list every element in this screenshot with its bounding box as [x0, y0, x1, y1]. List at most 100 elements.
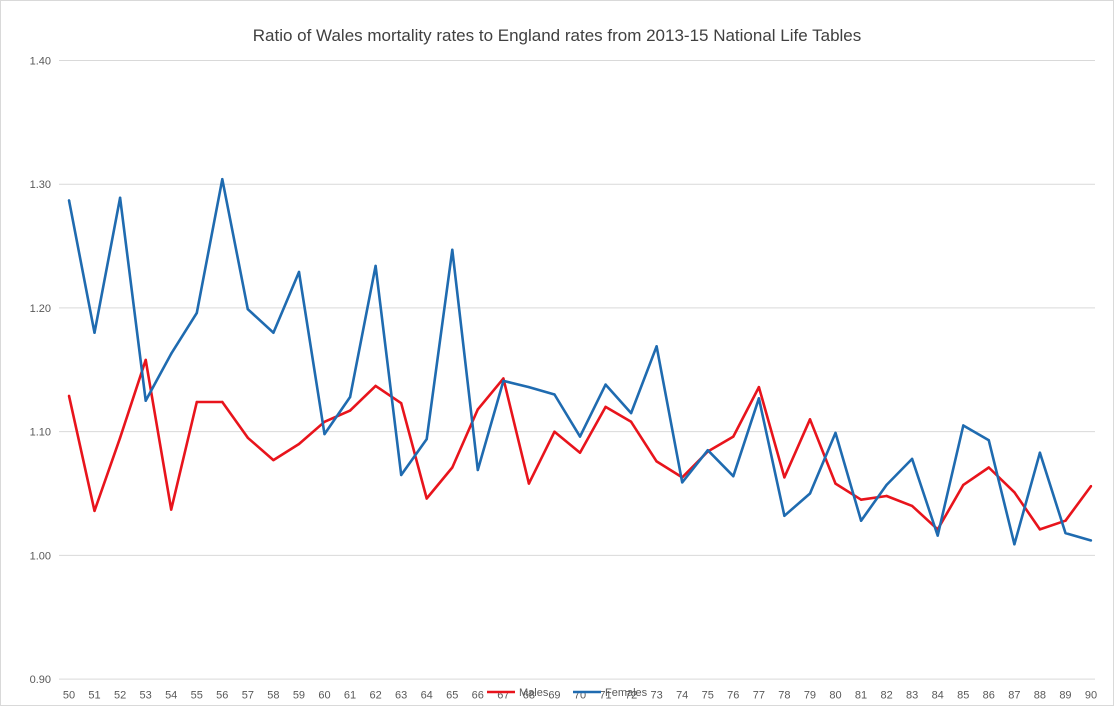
- x-tick-label: 59: [293, 690, 305, 702]
- data-point-females: [936, 534, 939, 537]
- data-point-females: [1064, 531, 1067, 535]
- data-point-females: [374, 264, 377, 268]
- data-point-females: [859, 519, 863, 522]
- data-point-females: [962, 424, 965, 427]
- x-tick-label: 88: [1034, 690, 1046, 702]
- data-point-males: [910, 504, 914, 508]
- data-point-females: [578, 435, 582, 438]
- series-lines: [67, 177, 1093, 546]
- data-point-females: [834, 431, 837, 435]
- data-point-males: [425, 497, 428, 500]
- x-tick-label: 73: [651, 690, 663, 702]
- data-point-males: [604, 405, 607, 409]
- data-point-females: [170, 352, 173, 355]
- data-point-males: [629, 420, 633, 423]
- x-tick-label: 89: [1059, 690, 1071, 702]
- data-point-females: [629, 411, 633, 415]
- data-point-males: [297, 442, 301, 446]
- data-point-males: [502, 377, 505, 380]
- x-tick-label: 81: [855, 690, 867, 702]
- y-tick-label: 0.90: [30, 674, 51, 686]
- data-point-males: [1064, 519, 1067, 522]
- data-point-males: [93, 509, 96, 513]
- x-tick-label: 87: [1008, 690, 1020, 702]
- y-tick-label: 1.40: [30, 55, 51, 67]
- x-tick-label: 56: [216, 690, 228, 702]
- x-tick-label: 52: [114, 690, 126, 702]
- data-point-males: [834, 482, 837, 485]
- x-tick-label: 72: [625, 690, 637, 702]
- data-point-females: [425, 437, 428, 441]
- x-tick-label: 65: [446, 690, 458, 702]
- data-point-females: [93, 331, 96, 334]
- x-tick-label: 53: [140, 690, 152, 702]
- x-tick-label: 54: [165, 690, 177, 702]
- x-tick-label: 83: [906, 690, 918, 702]
- x-tick-label: 82: [880, 690, 892, 702]
- data-point-females: [323, 432, 326, 436]
- data-point-females: [706, 449, 709, 452]
- data-point-females: [910, 457, 914, 461]
- x-tick-label: 77: [753, 690, 765, 702]
- data-point-females: [144, 399, 147, 402]
- x-tick-label: 76: [727, 690, 739, 702]
- x-tick-label: 69: [548, 690, 560, 702]
- data-point-males: [195, 400, 198, 404]
- x-tick-label: 64: [421, 690, 433, 702]
- data-point-females: [400, 473, 403, 477]
- x-tick-label: 68: [523, 690, 535, 702]
- data-point-males: [400, 402, 403, 405]
- data-point-females: [655, 345, 658, 348]
- data-point-females: [783, 514, 786, 517]
- data-point-males: [553, 430, 556, 433]
- data-point-females: [527, 385, 531, 389]
- x-tick-label: 63: [395, 690, 407, 702]
- data-point-males: [757, 385, 761, 389]
- data-point-females: [476, 468, 479, 472]
- legend: Males Females: [487, 687, 648, 699]
- data-point-males: [527, 482, 531, 485]
- data-point-females: [67, 199, 71, 202]
- x-axis: 50 51 52 53 54 55 56 57 58 59 60 61 62 63 64 65 66 67 68 69…: [63, 690, 1097, 702]
- data-point-females: [272, 331, 275, 334]
- data-point-females: [451, 248, 454, 251]
- x-tick-label: 61: [344, 690, 356, 702]
- data-point-males: [1038, 528, 1042, 531]
- y-tick-label: 1.00: [30, 550, 51, 562]
- data-point-males: [67, 394, 71, 397]
- data-point-males: [348, 409, 352, 412]
- x-tick-label: 66: [472, 690, 484, 702]
- x-tick-label: 74: [676, 690, 688, 702]
- data-point-males: [962, 483, 965, 487]
- x-tick-label: 80: [829, 690, 841, 702]
- data-point-males: [451, 466, 454, 469]
- data-point-males: [655, 460, 658, 463]
- y-tick-label: 1.10: [30, 427, 51, 439]
- data-point-females: [297, 270, 301, 274]
- data-point-males: [246, 436, 249, 439]
- data-point-males: [272, 458, 275, 462]
- data-point-males: [374, 384, 377, 388]
- x-tick-label: 50: [63, 690, 75, 702]
- data-point-males: [987, 466, 990, 469]
- data-point-females: [681, 481, 684, 484]
- x-tick-label: 85: [957, 690, 969, 702]
- data-point-males: [885, 494, 888, 498]
- data-point-males: [578, 451, 582, 454]
- data-point-females: [502, 379, 505, 383]
- x-tick-label: 55: [191, 690, 203, 702]
- data-point-females: [221, 178, 224, 181]
- data-point-females: [118, 196, 122, 199]
- x-tick-label: 86: [983, 690, 995, 702]
- data-point-males: [144, 358, 147, 362]
- x-tick-label: 71: [599, 690, 611, 702]
- x-tick-label: 78: [778, 690, 790, 702]
- data-point-females: [885, 483, 888, 487]
- data-point-males: [221, 400, 224, 404]
- data-point-males: [170, 508, 173, 511]
- legend-label-males: Males: [519, 687, 549, 699]
- x-tick-label: 58: [267, 690, 279, 702]
- x-tick-label: 57: [242, 690, 254, 702]
